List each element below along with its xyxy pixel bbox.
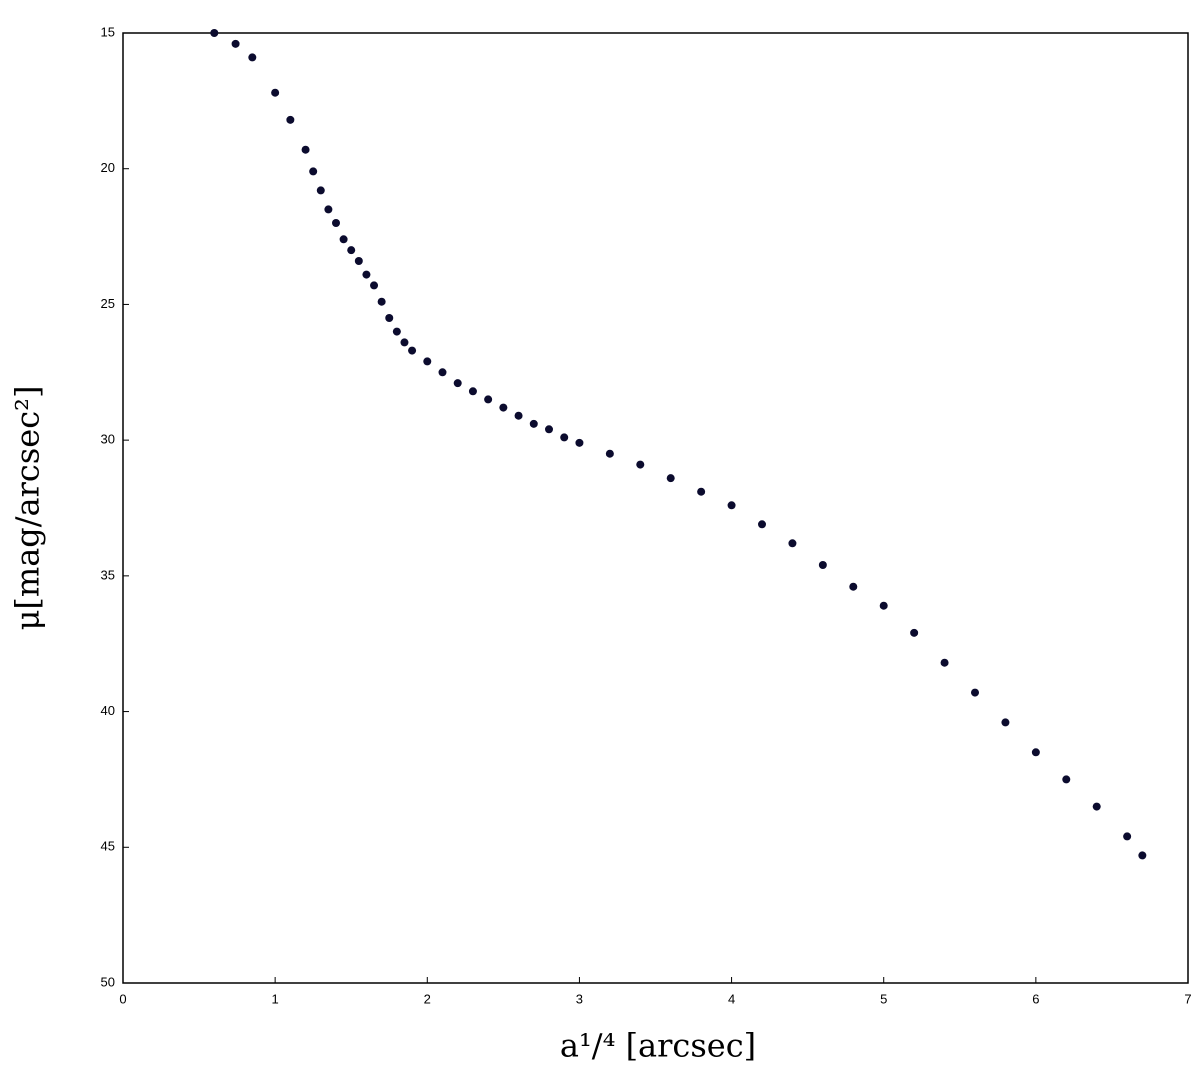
y-tick-label: 45 xyxy=(101,839,115,854)
x-tick-label: 6 xyxy=(1032,991,1039,1006)
data-point xyxy=(271,88,280,97)
x-tick-label: 0 xyxy=(119,991,126,1006)
data-point xyxy=(408,346,417,355)
data-point xyxy=(636,460,645,469)
y-tick-label: 50 xyxy=(101,974,115,989)
data-point xyxy=(529,419,538,428)
data-point xyxy=(1138,851,1147,860)
data-point xyxy=(484,395,493,404)
data-point xyxy=(453,379,462,388)
data-point xyxy=(1092,802,1101,811)
data-point xyxy=(514,411,523,420)
x-tick-label: 3 xyxy=(576,991,583,1006)
y-axis-label: μ[mag/arcsec²] xyxy=(9,386,47,631)
data-point xyxy=(377,297,386,306)
data-point xyxy=(468,387,477,396)
y-tick-label: 15 xyxy=(101,24,115,39)
x-tick-label: 2 xyxy=(424,991,431,1006)
y-tick-label: 20 xyxy=(101,160,115,175)
data-point xyxy=(1031,748,1040,757)
data-point xyxy=(370,281,379,290)
data-point xyxy=(910,628,919,637)
x-tick-label: 7 xyxy=(1184,991,1191,1006)
data-point xyxy=(788,539,797,548)
x-tick-label: 1 xyxy=(272,991,279,1006)
data-point xyxy=(301,145,310,154)
y-tick-label: 25 xyxy=(101,296,115,311)
data-point xyxy=(940,658,949,667)
data-point xyxy=(849,582,858,591)
data-point xyxy=(332,219,340,227)
data-point xyxy=(1001,718,1010,727)
data-point xyxy=(971,688,979,697)
data-point xyxy=(324,205,333,214)
data-point xyxy=(231,39,240,48)
data-point xyxy=(286,115,295,124)
data-point xyxy=(545,425,553,434)
data-point xyxy=(385,314,394,322)
y-tick-label: 35 xyxy=(101,567,115,582)
x-axis-label: a¹/⁴ [arcsec] xyxy=(560,1027,756,1065)
y-tick-label: 30 xyxy=(101,432,115,447)
data-point xyxy=(499,403,508,412)
data-point xyxy=(309,167,318,176)
x-tick-label: 5 xyxy=(880,991,887,1006)
data-point xyxy=(575,438,584,447)
data-point xyxy=(248,53,257,62)
data-point xyxy=(879,601,888,610)
y-tick-label: 40 xyxy=(101,703,115,718)
data-point xyxy=(210,29,219,37)
data-point xyxy=(666,474,675,483)
plot-frame xyxy=(122,32,1189,984)
data-point xyxy=(605,449,614,458)
data-point xyxy=(392,327,401,336)
data-point xyxy=(697,487,706,496)
data-point xyxy=(1123,832,1132,841)
data-point xyxy=(1062,775,1071,784)
data-point xyxy=(758,520,766,529)
data-point xyxy=(438,368,447,377)
data-point xyxy=(818,561,827,569)
data-point xyxy=(339,235,348,244)
data-point xyxy=(727,501,736,510)
data-point xyxy=(316,186,325,195)
data-point xyxy=(560,433,569,442)
data-point xyxy=(362,270,371,279)
x-tick-label: 4 xyxy=(728,991,735,1006)
data-point xyxy=(400,338,409,347)
data-point xyxy=(347,246,356,255)
data-point xyxy=(354,257,363,265)
data-point xyxy=(423,357,432,366)
